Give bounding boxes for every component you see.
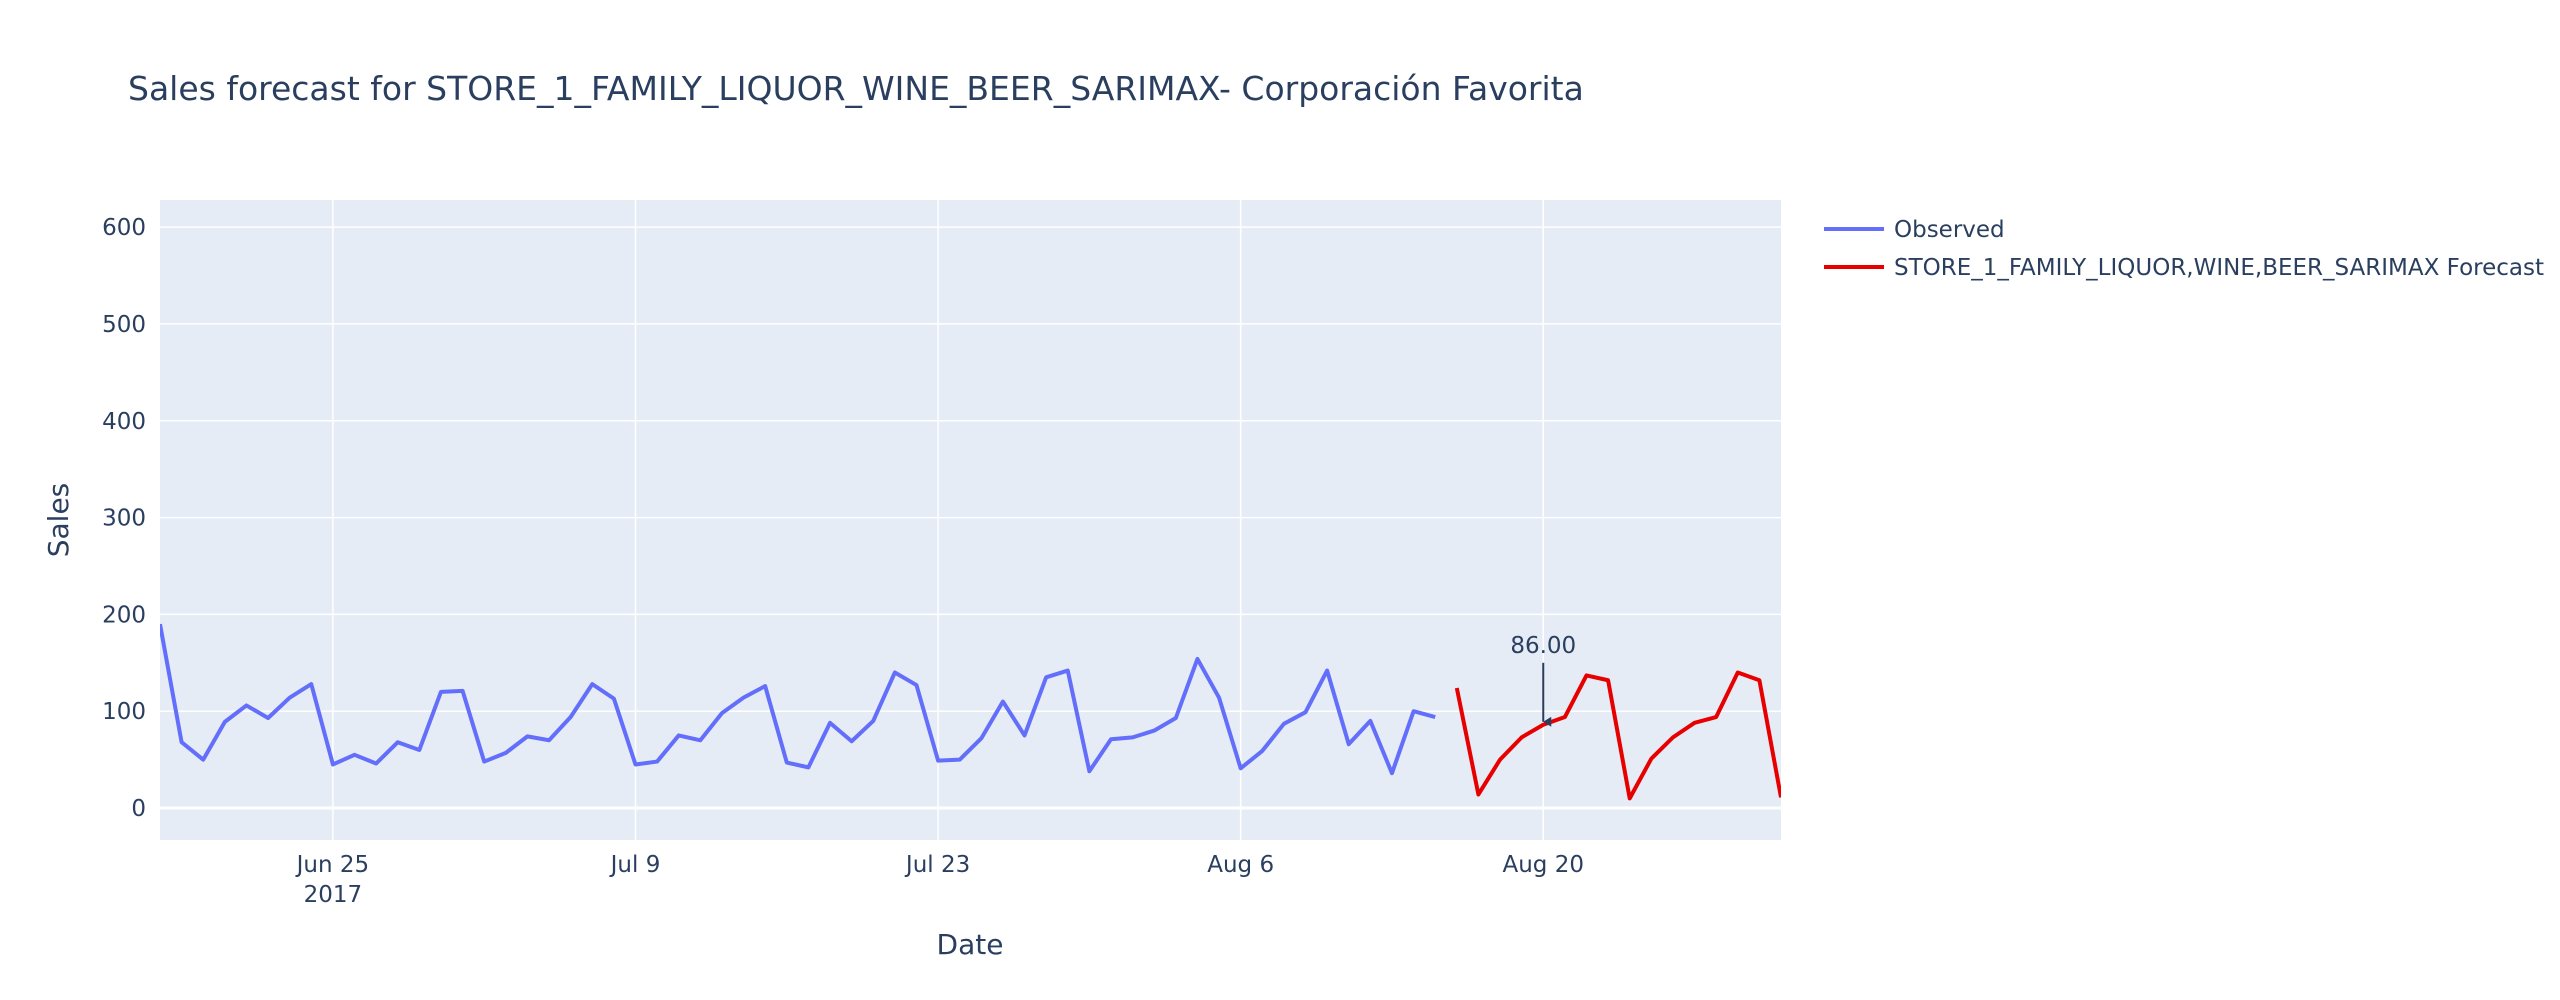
series-line-observed [160, 623, 1436, 776]
x-tick-label: Jul 23 [904, 852, 970, 878]
y-tick-label: 200 [102, 602, 146, 628]
y-tick-label: 400 [102, 409, 146, 435]
x-tick-sublabel: 2017 [304, 882, 363, 908]
y-tick-label: 300 [102, 506, 146, 532]
legend-label: STORE_1_FAMILY_LIQUOR,WINE,BEER_SARIMAX … [1894, 255, 2544, 281]
x-tick-label: Jun 25 [295, 852, 370, 878]
legend[interactable]: Observed STORE_1_FAMILY_LIQUOR,WINE,BEER_… [1824, 217, 2544, 281]
legend-label: Observed [1894, 217, 2005, 243]
y-axis-title: Sales [42, 483, 75, 558]
x-tick-label: Jul 9 [609, 852, 661, 878]
plot-area [160, 200, 1781, 840]
chart-title: Sales forecast for STORE_1_FAMILY_LIQUOR… [128, 69, 1584, 108]
y-tick-label: 600 [102, 215, 146, 241]
y-axis-ticks: 0 100 200 300 400 500 600 [102, 215, 146, 822]
annotation-label: 86.00 [1510, 633, 1576, 659]
y-tick-label: 500 [102, 312, 146, 338]
legend-item-forecast[interactable]: STORE_1_FAMILY_LIQUOR,WINE,BEER_SARIMAX … [1824, 255, 2544, 281]
series-line-forecast [1454, 670, 1781, 801]
x-tick-label: Aug 20 [1503, 852, 1585, 878]
y-tick-label: 0 [131, 796, 146, 822]
series-lines [160, 623, 1781, 801]
x-tick-label: Aug 6 [1207, 852, 1274, 878]
x-axis-title: Date [937, 928, 1004, 961]
gridlines [160, 200, 1781, 840]
x-axis-ticks: Jun 25 2017 Jul 9 Jul 23 Aug 6 Aug 20 [295, 852, 1584, 908]
y-tick-label: 100 [102, 699, 146, 725]
annotations: 86.00 [1510, 633, 1576, 727]
legend-item-observed[interactable]: Observed [1824, 217, 2005, 243]
